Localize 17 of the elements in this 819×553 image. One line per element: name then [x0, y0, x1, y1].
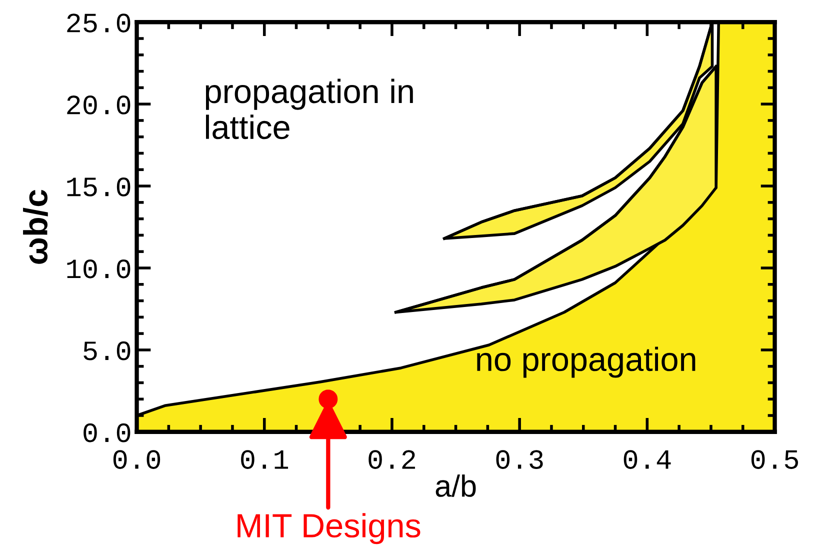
x-tick-label: 0.5 — [751, 450, 798, 469]
x-tick-label: 0.2 — [368, 450, 416, 469]
x-tick-label: 0.3 — [496, 450, 543, 469]
annotation: no propagation — [477, 346, 696, 378]
x-tick-label: 0.4 — [624, 450, 671, 469]
annotation: MIT Designs — [238, 513, 420, 544]
y-tick-label: 10.0 — [67, 259, 130, 278]
y-tick-label: 0.0 — [84, 423, 130, 442]
y-tick-label: 20.0 — [67, 96, 130, 114]
y-tick-label: 25.0 — [67, 14, 130, 32]
annotation: propagation in lattice — [206, 78, 413, 140]
x-tick-label: 0.0 — [113, 450, 160, 469]
y-tick-label: 15.0 — [67, 178, 130, 196]
x-tick-label: 0.1 — [241, 450, 288, 469]
y-tick-label: 5.0 — [84, 341, 130, 360]
x-axis-title: a/b — [436, 474, 476, 497]
y-axis-title: ωb/c — [23, 190, 48, 264]
